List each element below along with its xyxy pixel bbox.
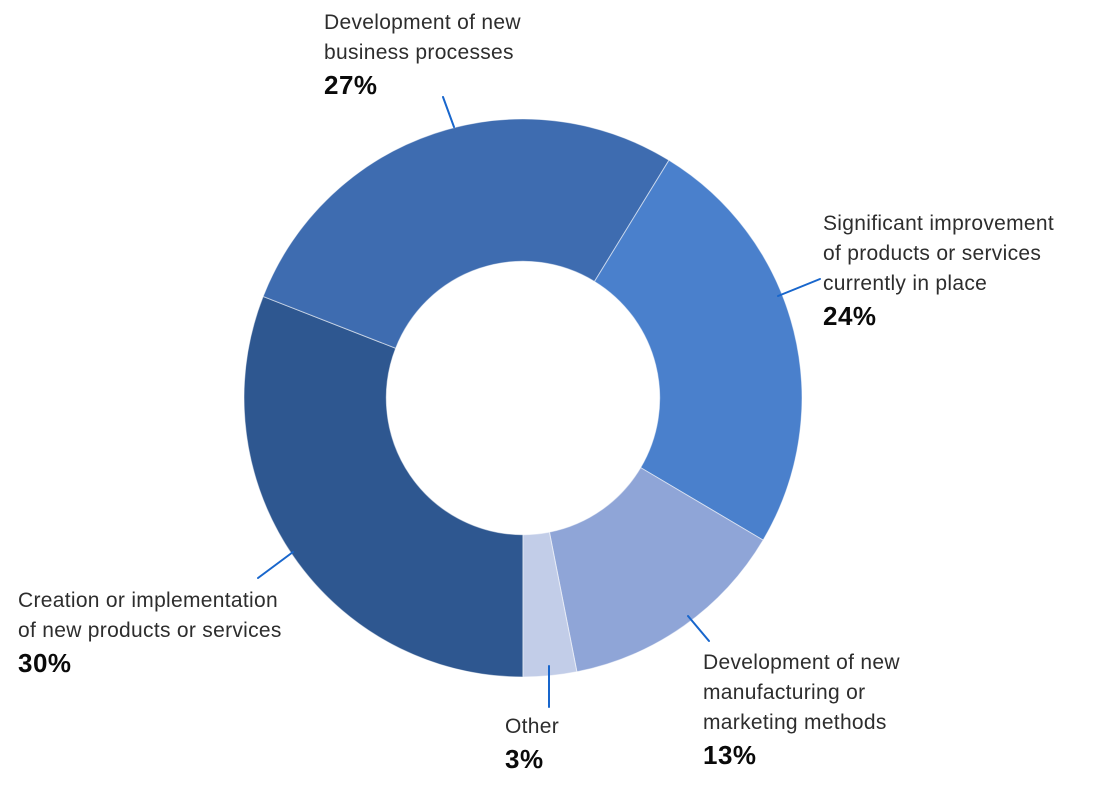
donut-slice-business	[262, 118, 670, 349]
slice-label-line: currently in place	[823, 272, 988, 295]
leader-line-creation	[257, 551, 294, 579]
leader-line-manufacturing	[687, 615, 710, 642]
slice-label-manufacturing-methods: Development of new manufacturing or mark…	[703, 648, 900, 771]
slice-percentage: 3%	[505, 744, 544, 774]
slice-label-creation-implementation: Creation or implementation of new produc…	[18, 586, 282, 679]
slice-label-line: of products or services	[823, 242, 1042, 265]
slice-label-line: manufacturing or	[703, 681, 866, 704]
slice-label-line: Creation or implementation	[18, 589, 278, 612]
slice-label-line: Development of new	[703, 651, 900, 674]
donut-slices-group	[243, 118, 803, 678]
donut-slice-manufacturing	[548, 466, 764, 673]
slice-percentage: 27%	[324, 70, 378, 100]
slice-label-line: Significant improvement	[823, 212, 1054, 235]
donut-slice-other	[522, 531, 578, 678]
slice-percentage: 24%	[823, 301, 877, 331]
slice-percentage: 13%	[703, 740, 757, 770]
slice-label-line: Other	[505, 715, 560, 738]
slice-label-other: Other 3%	[505, 712, 559, 775]
slice-label-line: business processes	[324, 41, 514, 64]
leader-lines-group	[257, 96, 821, 708]
leader-line-improvement	[777, 278, 821, 297]
leader-line-business	[442, 96, 455, 128]
slice-label-line: marketing methods	[703, 711, 887, 734]
donut-slice-improvement	[593, 159, 803, 541]
slice-label-significant-improvement: Significant improvement of products or s…	[823, 209, 1054, 332]
slice-percentage: 30%	[18, 648, 72, 678]
slice-label-line: of new products or services	[18, 619, 282, 642]
slice-label-line: Development of new	[324, 11, 521, 34]
slice-label-business-processes: Development of new business processes 27…	[324, 8, 521, 101]
donut-slice-creation	[243, 295, 524, 678]
